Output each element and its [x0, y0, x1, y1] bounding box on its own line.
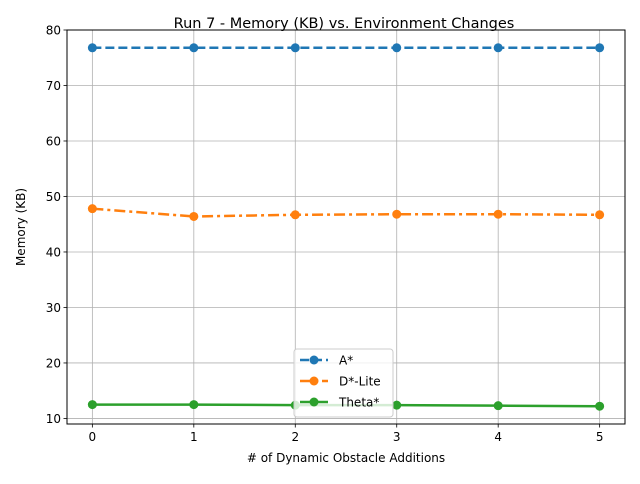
data-point-d-lite — [290, 210, 300, 220]
data-point-d-lite — [595, 210, 605, 220]
y-tick-label: 20 — [46, 356, 61, 370]
x-tick-label: 5 — [596, 430, 604, 444]
y-tick-label: 50 — [46, 190, 61, 204]
data-point-theta — [87, 400, 97, 410]
y-tick-label: 30 — [46, 301, 61, 315]
x-tick-label: 2 — [291, 430, 299, 444]
series-a — [87, 43, 605, 53]
y-tick-label: 10 — [46, 412, 61, 426]
legend-marker-a — [309, 355, 319, 365]
legend-entry-d-lite: D*-Lite — [300, 375, 381, 389]
data-point-a — [392, 43, 402, 53]
data-point-theta — [595, 401, 605, 411]
axis-ticks: 0 1 2 3 4 5 10 20 30 40 50 60 70 80 — [46, 23, 604, 444]
y-axis-label: Memory (KB) — [14, 188, 28, 266]
legend-entry-theta: Theta* — [300, 396, 379, 410]
x-tick-label: 4 — [494, 430, 502, 444]
legend-label-theta: Theta* — [338, 396, 379, 410]
legend-marker-d-lite — [309, 376, 319, 386]
data-point-a — [290, 43, 300, 53]
y-tick-label: 40 — [46, 245, 61, 259]
data-point-a — [189, 43, 199, 53]
plot-frame — [66, 29, 626, 425]
data-point-theta — [392, 400, 402, 410]
x-tick-label: 0 — [89, 430, 97, 444]
legend: A* D*-Lite Theta* — [293, 348, 394, 418]
legend-label-d-lite: D*-Lite — [339, 375, 381, 389]
x-tick-label: 3 — [393, 430, 401, 444]
series-line-d-lite — [92, 207, 600, 218]
data-point-d-lite — [87, 204, 97, 214]
legend-entry-a: A* — [300, 354, 353, 368]
x-axis-label: # of Dynamic Obstacle Additions — [247, 451, 445, 465]
data-point-theta — [189, 400, 199, 410]
legend-label-a: A* — [339, 354, 353, 368]
data-point-d-lite — [493, 209, 503, 219]
chart-title: Run 7 - Memory (KB) vs. Environment Chan… — [174, 16, 515, 32]
data-point-a — [595, 43, 605, 53]
x-tick-label: 1 — [190, 430, 198, 444]
series-d-lite — [87, 204, 605, 221]
data-point-a — [87, 43, 97, 53]
y-tick-label: 60 — [46, 134, 61, 148]
data-point-a — [493, 43, 503, 53]
data-point-theta — [493, 401, 503, 411]
data-point-d-lite — [392, 209, 402, 219]
legend-box — [293, 348, 394, 418]
y-tick-label: 80 — [46, 23, 61, 37]
data-point-d-lite — [189, 211, 199, 221]
legend-marker-theta — [309, 397, 319, 407]
y-tick-label: 70 — [46, 79, 61, 93]
